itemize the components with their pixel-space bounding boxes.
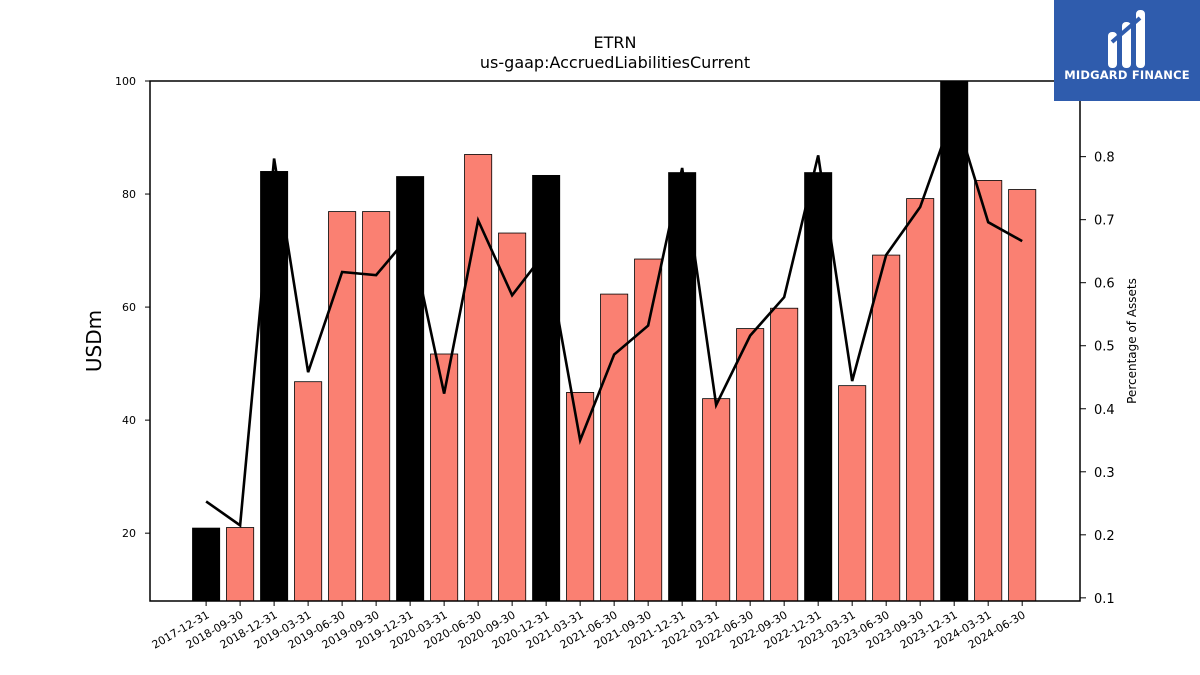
bar: [838, 385, 867, 602]
bar: [872, 254, 901, 602]
bar: [328, 211, 357, 602]
midgard-finance-logo: MIDGARD FINANCE: [1054, 0, 1200, 101]
bar: [702, 398, 731, 602]
bar: [1008, 189, 1037, 602]
bar: [566, 392, 595, 602]
bars-layer: [192, 80, 1037, 602]
bar: [532, 174, 561, 602]
bar: [634, 258, 663, 602]
bar: [906, 198, 935, 602]
y2-tick-label: 0.6: [1094, 277, 1115, 292]
y-tick-label: 60: [122, 301, 136, 314]
y2-tick-label: 0.4: [1094, 403, 1115, 418]
plot-frame: [149, 80, 1081, 602]
y-tick-label: 20: [122, 527, 136, 540]
y2-tick-label: 0.2: [1094, 529, 1115, 544]
bar: [940, 80, 969, 602]
bar: [192, 527, 221, 602]
y2-axis-label: Percentage of Assets: [1125, 278, 1139, 404]
bar: [498, 232, 527, 602]
bar: [804, 172, 833, 602]
bar: [226, 527, 255, 602]
y2-tick-label: 0.5: [1094, 340, 1115, 355]
bar: [736, 328, 765, 602]
bar: [668, 172, 697, 602]
series-line: [205, 107, 1023, 528]
y2-tick-label: 0.1: [1094, 592, 1115, 607]
y2-tick-label: 0.8: [1094, 151, 1115, 166]
y-tick-label: 80: [122, 188, 136, 201]
y2-tick-label: 0.7: [1094, 214, 1115, 229]
bar: [260, 171, 289, 602]
chart-subtitle: us-gaap:AccruedLiabilitiesCurrent: [480, 53, 750, 72]
line-layer: [205, 107, 1023, 528]
logo-text: MIDGARD FINANCE: [1064, 68, 1190, 82]
bar: [600, 293, 629, 602]
y2-tick-label: 0.3: [1094, 466, 1115, 481]
midgard-logo-icon: [1108, 10, 1145, 68]
bar: [770, 307, 799, 602]
bar: [430, 353, 459, 602]
y-tick-label: 100: [115, 75, 136, 88]
chart-title: ETRN: [594, 33, 637, 52]
y-axis-label: USDm: [82, 310, 106, 372]
bar: [974, 180, 1003, 602]
bar: [362, 211, 391, 602]
bar: [294, 381, 323, 602]
y-tick-label: 40: [122, 414, 136, 427]
